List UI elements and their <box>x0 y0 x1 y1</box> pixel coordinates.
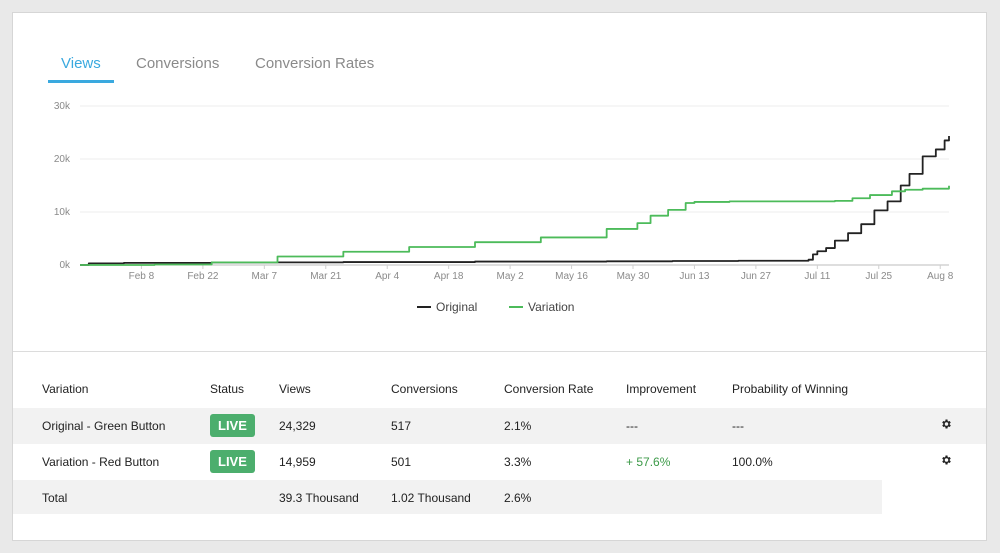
x-tick-label: Jul 25 <box>865 271 892 282</box>
y-tick-label: 0k <box>59 260 71 271</box>
y-tick-label: 20k <box>54 154 71 165</box>
x-tick-label: May 30 <box>617 271 650 282</box>
status-badge: LIVE <box>210 450 255 473</box>
table-header: Variation Status Views Conversions Conve… <box>13 375 986 405</box>
y-tick-label: 30k <box>54 101 71 112</box>
header-probability: Probability of Winning <box>732 382 849 396</box>
conversion-rate-value: 2.1% <box>504 419 532 433</box>
variation-name: Original - Green Button <box>42 419 166 433</box>
x-tick-label: Mar 7 <box>252 271 278 282</box>
x-tick-label: Jun 27 <box>741 271 771 282</box>
series-line-variation <box>80 185 950 266</box>
variation-name: Variation - Red Button <box>42 455 160 469</box>
experiment-results-card: Views Conversions Conversion Rates 0k 10k… <box>12 12 987 541</box>
gear-icon[interactable] <box>940 454 952 466</box>
header-variation: Variation <box>42 382 89 396</box>
legend-label: Variation <box>528 300 574 314</box>
total-label: Total <box>42 491 68 505</box>
views-value: 14,959 <box>279 455 316 469</box>
conversions-value: 517 <box>391 419 412 433</box>
x-tick-label: Feb 8 <box>129 271 155 282</box>
divider <box>13 351 986 352</box>
probability-value: 100.0% <box>732 455 773 469</box>
status-cell: LIVE <box>210 450 255 473</box>
status-cell: LIVE <box>210 414 255 437</box>
table-total-row: Total 39.3 Thousand 1.02 Thousand 2.6% <box>13 480 882 514</box>
improvement-value: + 57.6% <box>626 455 671 469</box>
series-line-original <box>80 136 950 266</box>
x-tick-label: May 2 <box>496 271 524 282</box>
x-tick-label: Jul 11 <box>804 271 830 282</box>
row-endcap <box>925 408 986 444</box>
x-tick-label: Apr 18 <box>434 271 464 282</box>
gear-icon[interactable] <box>940 418 952 430</box>
views-value: 24,329 <box>279 419 316 433</box>
x-tick-label: Apr 4 <box>375 271 399 282</box>
total-conversions: 1.02 Thousand <box>391 491 471 505</box>
tab-conversion-rates[interactable]: Conversion Rates <box>255 55 375 72</box>
chart-canvas: 0k 10k 20k 30k Feb 8 Feb 22 Mar 7 Mar 21 Apr 4 Ap… <box>54 101 954 314</box>
legend-label: Original <box>436 300 477 314</box>
table-row: Variation - Red Button LIVE 14,959 501 3… <box>13 444 986 478</box>
total-conversion-rate: 2.6% <box>504 491 532 505</box>
header-conversion-rate: Conversion Rate <box>504 382 594 396</box>
tab-conversions[interactable]: Conversions <box>136 55 220 72</box>
conversion-rate-value: 3.3% <box>504 455 532 469</box>
total-views: 39.3 Thousand <box>279 491 359 505</box>
status-badge: LIVE <box>210 414 255 437</box>
improvement-value: --- <box>626 419 638 433</box>
header-improvement: Improvement <box>626 382 697 396</box>
tab-views[interactable]: Views <box>48 53 114 83</box>
table-row: Original - Green Button LIVE 24,329 517 … <box>13 408 986 444</box>
y-tick-label: 10k <box>54 207 71 218</box>
probability-value: --- <box>732 419 744 433</box>
header-conversions: Conversions <box>391 382 458 396</box>
x-tick-label: Aug 8 <box>927 271 954 282</box>
x-tick-label: Jun 13 <box>679 271 709 282</box>
views-chart: 0k 10k 20k 30k Feb 8 Feb 22 Mar 7 Mar 21 Apr 4 Ap… <box>13 93 988 343</box>
header-status: Status <box>210 382 245 396</box>
conversions-value: 501 <box>391 455 412 469</box>
header-views: Views <box>279 382 311 396</box>
x-tick-label: Feb 22 <box>187 271 219 282</box>
x-tick-label: May 16 <box>555 271 588 282</box>
x-tick-label: Mar 21 <box>310 271 342 282</box>
